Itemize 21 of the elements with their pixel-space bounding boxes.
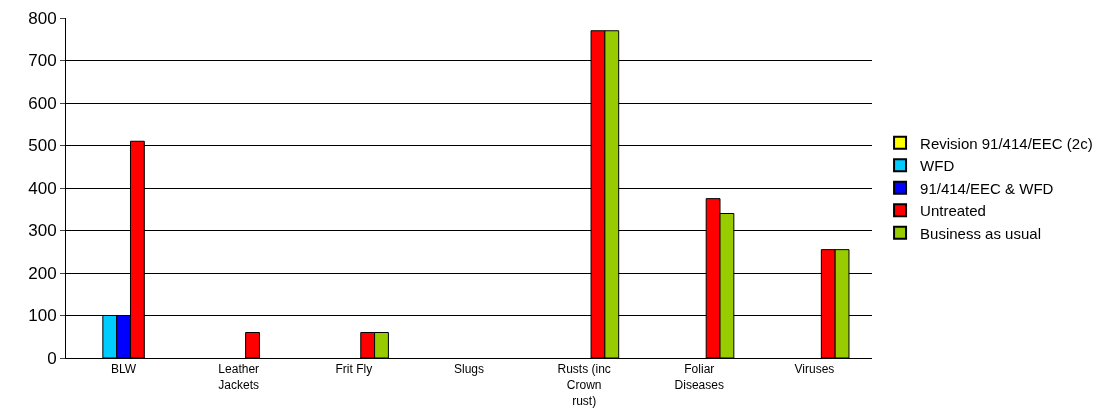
legend-label: WFD [920, 157, 955, 175]
legend-label: Untreated [920, 202, 986, 220]
legend-label: 91/414/EEC & WFD [920, 179, 1054, 197]
x-tick-label: Foliar Diseases [674, 362, 724, 392]
x-tick-label: Frit Fly [335, 362, 373, 377]
x-tick-label: Leather Jackets [218, 362, 260, 392]
y-tick-label: 700 [28, 51, 57, 71]
y-tick-label: 300 [28, 221, 57, 241]
x-tick-label: BLW [111, 362, 137, 377]
y-tick-label: 0 [47, 348, 57, 368]
y-tick-label: 600 [28, 93, 57, 113]
x-tick-label: Slugs [453, 362, 485, 377]
y-tick-label: 200 [28, 263, 57, 283]
x-tick-label: Rusts (inc Crown rust) [557, 362, 611, 408]
y-tick-label: 500 [28, 136, 57, 156]
y-tick-label: 100 [28, 306, 57, 326]
x-tick-label: Viruses [794, 362, 835, 377]
y-tick-label: 400 [28, 178, 57, 198]
y-tick-label: 800 [28, 8, 57, 28]
legend-label: Business as usual [920, 224, 1041, 242]
legend-label: Revision 91/414/EEC (2c) [920, 134, 1093, 152]
